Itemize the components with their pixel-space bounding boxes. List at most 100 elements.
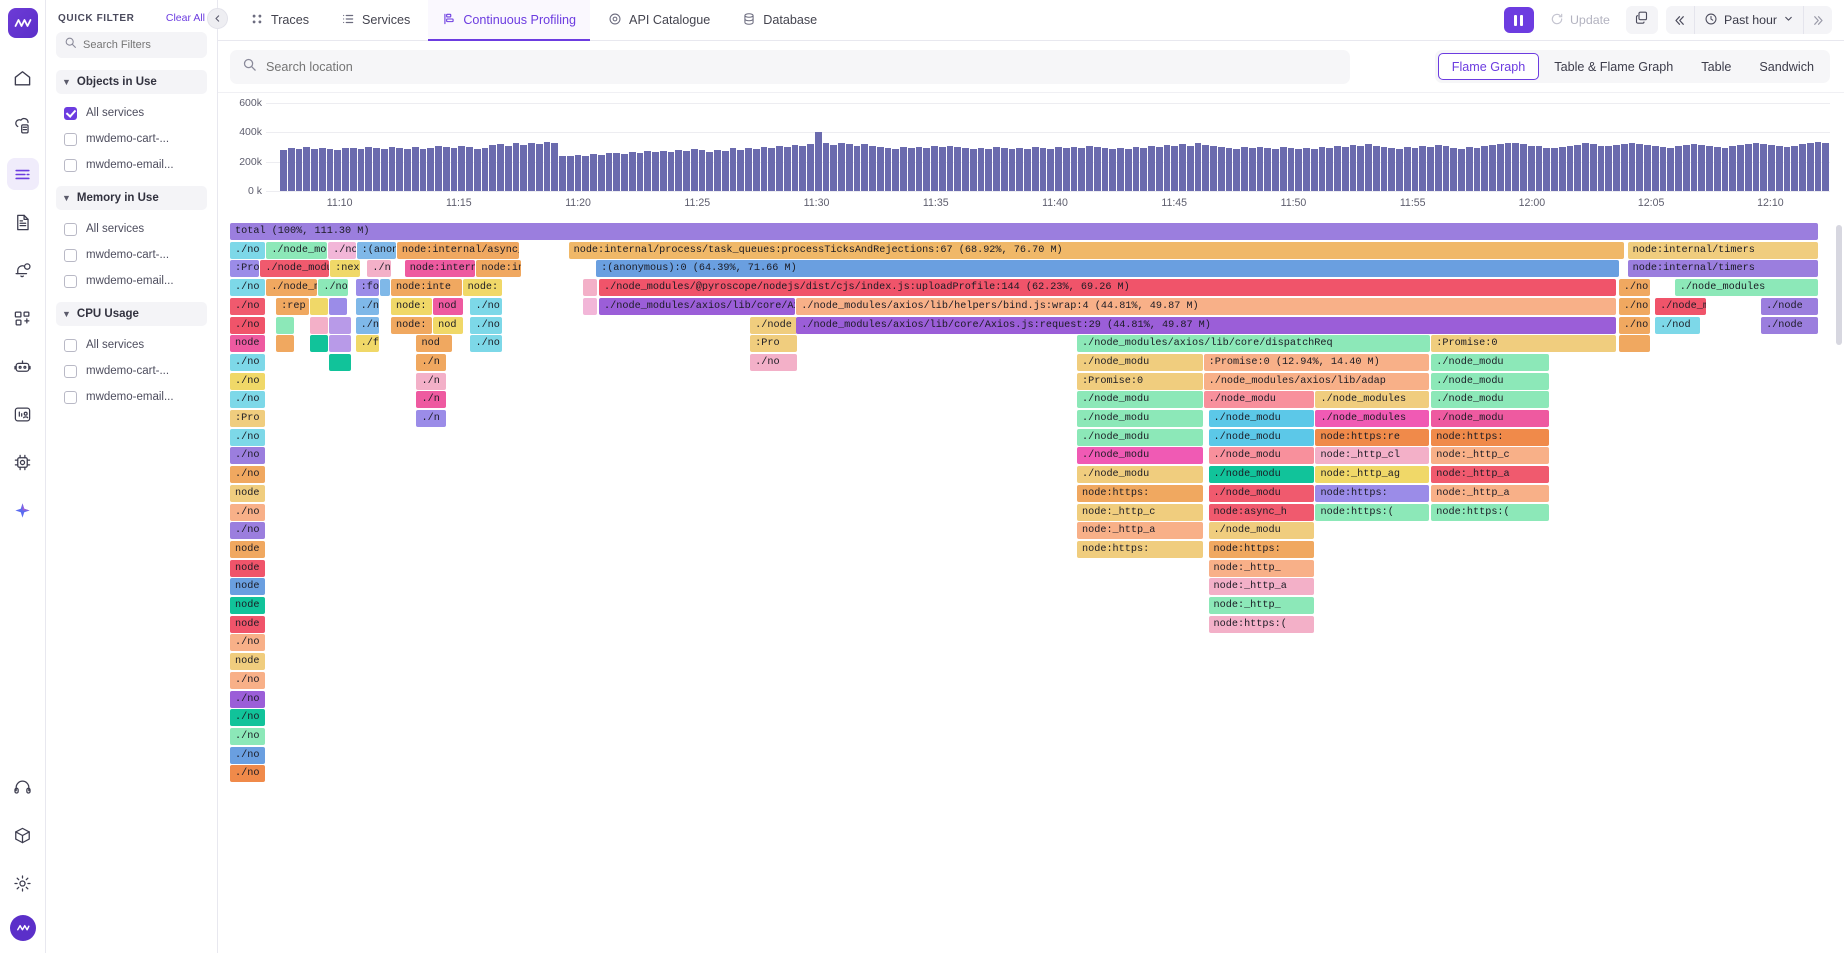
chart-bar[interactable] (752, 148, 760, 191)
flame-frame[interactable]: ./no (230, 297, 266, 315)
chart-bar[interactable] (1210, 145, 1217, 191)
flame-frame[interactable]: ./nod (1655, 316, 1701, 334)
filter-item[interactable]: mwdemo-cart-... (56, 358, 207, 384)
chart-bar[interactable] (1109, 149, 1116, 191)
flame-frame[interactable]: ./no (470, 335, 502, 353)
flame-frame[interactable]: ./no (230, 522, 266, 540)
chart-bar[interactable] (1473, 147, 1481, 191)
chart-bar[interactable] (373, 148, 380, 191)
chart-bar[interactable] (380, 149, 388, 191)
chart-bar[interactable] (1682, 144, 1690, 191)
chart-bar[interactable] (1403, 147, 1411, 191)
flame-frame[interactable]: ./no (230, 279, 266, 297)
flame-frame[interactable]: ./n (355, 297, 380, 315)
tab-database[interactable]: Database (728, 0, 831, 41)
chart-bar[interactable] (489, 145, 496, 191)
chart-bar[interactable] (1217, 147, 1225, 191)
chart-bar[interactable] (1179, 144, 1186, 191)
chart-bar[interactable] (714, 149, 721, 191)
chart-bar[interactable] (1132, 147, 1140, 191)
chart-bar[interactable] (280, 150, 287, 191)
flame-frame[interactable]: ./node_modu (1076, 353, 1203, 371)
flame-frame[interactable]: node:_http_cl (1315, 447, 1430, 465)
flame-frame[interactable]: ./node_modu (1431, 372, 1550, 390)
flame-frame[interactable] (310, 316, 329, 334)
chart-bar[interactable] (776, 146, 783, 191)
integrations-icon[interactable] (7, 302, 39, 334)
chart-bar[interactable] (357, 149, 365, 191)
flame-frame[interactable]: ./no (230, 709, 266, 727)
chart-bar[interactable] (1566, 145, 1574, 191)
flame-frame[interactable]: ./node_modu (1208, 466, 1314, 484)
flame-graph-panel[interactable]: total (100%, 111.30 M)./no./node_modu./n… (218, 223, 1844, 953)
chart-bar[interactable] (1101, 148, 1109, 191)
chart-bar[interactable] (1504, 142, 1512, 191)
chart-bar[interactable] (1047, 149, 1054, 191)
flame-frame[interactable]: node (230, 540, 266, 558)
chart-bar[interactable] (1086, 146, 1093, 191)
chart-bar[interactable] (1233, 149, 1240, 191)
chart-bar[interactable] (1535, 146, 1543, 191)
flame-frame[interactable]: ./node_modu (1208, 522, 1314, 540)
chart-bar[interactable] (1489, 144, 1496, 191)
chart-bar[interactable] (1760, 143, 1767, 191)
flame-frame[interactable]: node:_http_c (1431, 447, 1550, 465)
flame-graph[interactable]: total (100%, 111.30 M)./no./node_modu./n… (230, 223, 1830, 784)
chart-bar[interactable] (520, 144, 527, 191)
chart-bar[interactable] (1024, 148, 1031, 191)
flame-frame[interactable]: ./no (230, 503, 266, 521)
flame-frame[interactable]: :nex (330, 260, 360, 278)
logs-icon[interactable] (6, 158, 39, 190)
chart-bar[interactable] (1481, 146, 1488, 191)
copy-button[interactable] (1625, 6, 1658, 34)
collapse-sidebar-button[interactable] (207, 8, 228, 29)
flame-frame[interactable]: node:internal/timers (1627, 241, 1818, 259)
filter-search-box[interactable] (56, 32, 207, 58)
chart-bar[interactable] (1163, 145, 1171, 191)
flame-frame[interactable]: node:https: (1208, 540, 1314, 558)
chart-bar[interactable] (683, 151, 690, 191)
chart-bar[interactable] (1055, 147, 1062, 191)
chart-bar[interactable] (1124, 148, 1132, 191)
update-button[interactable]: Update (1542, 7, 1618, 33)
chart-bar[interactable] (1706, 145, 1713, 191)
chart-bar[interactable] (1496, 143, 1504, 191)
chart-bar[interactable] (1589, 144, 1597, 191)
flame-frame[interactable]: ./no (230, 765, 266, 783)
flame-frame[interactable]: ./n (355, 316, 380, 334)
view-tab-flame-graph[interactable]: Flame Graph (1437, 53, 1540, 80)
flame-frame[interactable]: node:https: (1076, 540, 1203, 558)
flame-frame[interactable]: ./node_modu (1208, 410, 1314, 427)
chart-bar[interactable] (466, 147, 473, 191)
chart-bar[interactable] (349, 148, 357, 191)
chart-bar[interactable] (830, 144, 837, 191)
chart-bar[interactable] (721, 150, 729, 191)
next-range-button[interactable] (1804, 6, 1832, 34)
chart-bar[interactable] (1341, 147, 1349, 191)
chart-bar[interactable] (1016, 147, 1023, 191)
chart-bar[interactable] (985, 148, 992, 191)
flame-frame[interactable]: node:_http_a (1208, 578, 1314, 596)
flame-frame[interactable]: ./node (1761, 297, 1818, 315)
chart-bar[interactable] (1334, 146, 1341, 191)
chart-bar[interactable] (1202, 144, 1209, 191)
user-avatar[interactable] (9, 915, 36, 941)
flame-frame[interactable]: :rep (276, 297, 310, 315)
chart-bar[interactable] (698, 150, 706, 191)
flame-frame[interactable]: ./no (230, 466, 266, 484)
flame-frame[interactable]: :Promise:0 (1076, 372, 1203, 390)
chart-bar[interactable] (1365, 144, 1372, 191)
chart-bar[interactable] (1148, 146, 1155, 191)
chart-bar[interactable] (1582, 143, 1589, 191)
flame-frame[interactable]: total (100%, 111.30 M) (230, 223, 1818, 240)
flame-frame[interactable]: ./no (230, 428, 266, 446)
chart-bar[interactable] (869, 146, 876, 191)
chart-bar[interactable] (1256, 146, 1264, 191)
flame-frame[interactable]: node:_http_a (1431, 466, 1550, 484)
chart-bar[interactable] (876, 147, 884, 191)
pause-button[interactable] (1503, 7, 1534, 33)
filter-group-header[interactable]: ▼ Memory in Use (56, 186, 207, 210)
checkbox[interactable] (64, 248, 77, 262)
flame-frame[interactable]: ./node_modu (1208, 428, 1314, 446)
chart-bar[interactable] (1574, 144, 1581, 191)
